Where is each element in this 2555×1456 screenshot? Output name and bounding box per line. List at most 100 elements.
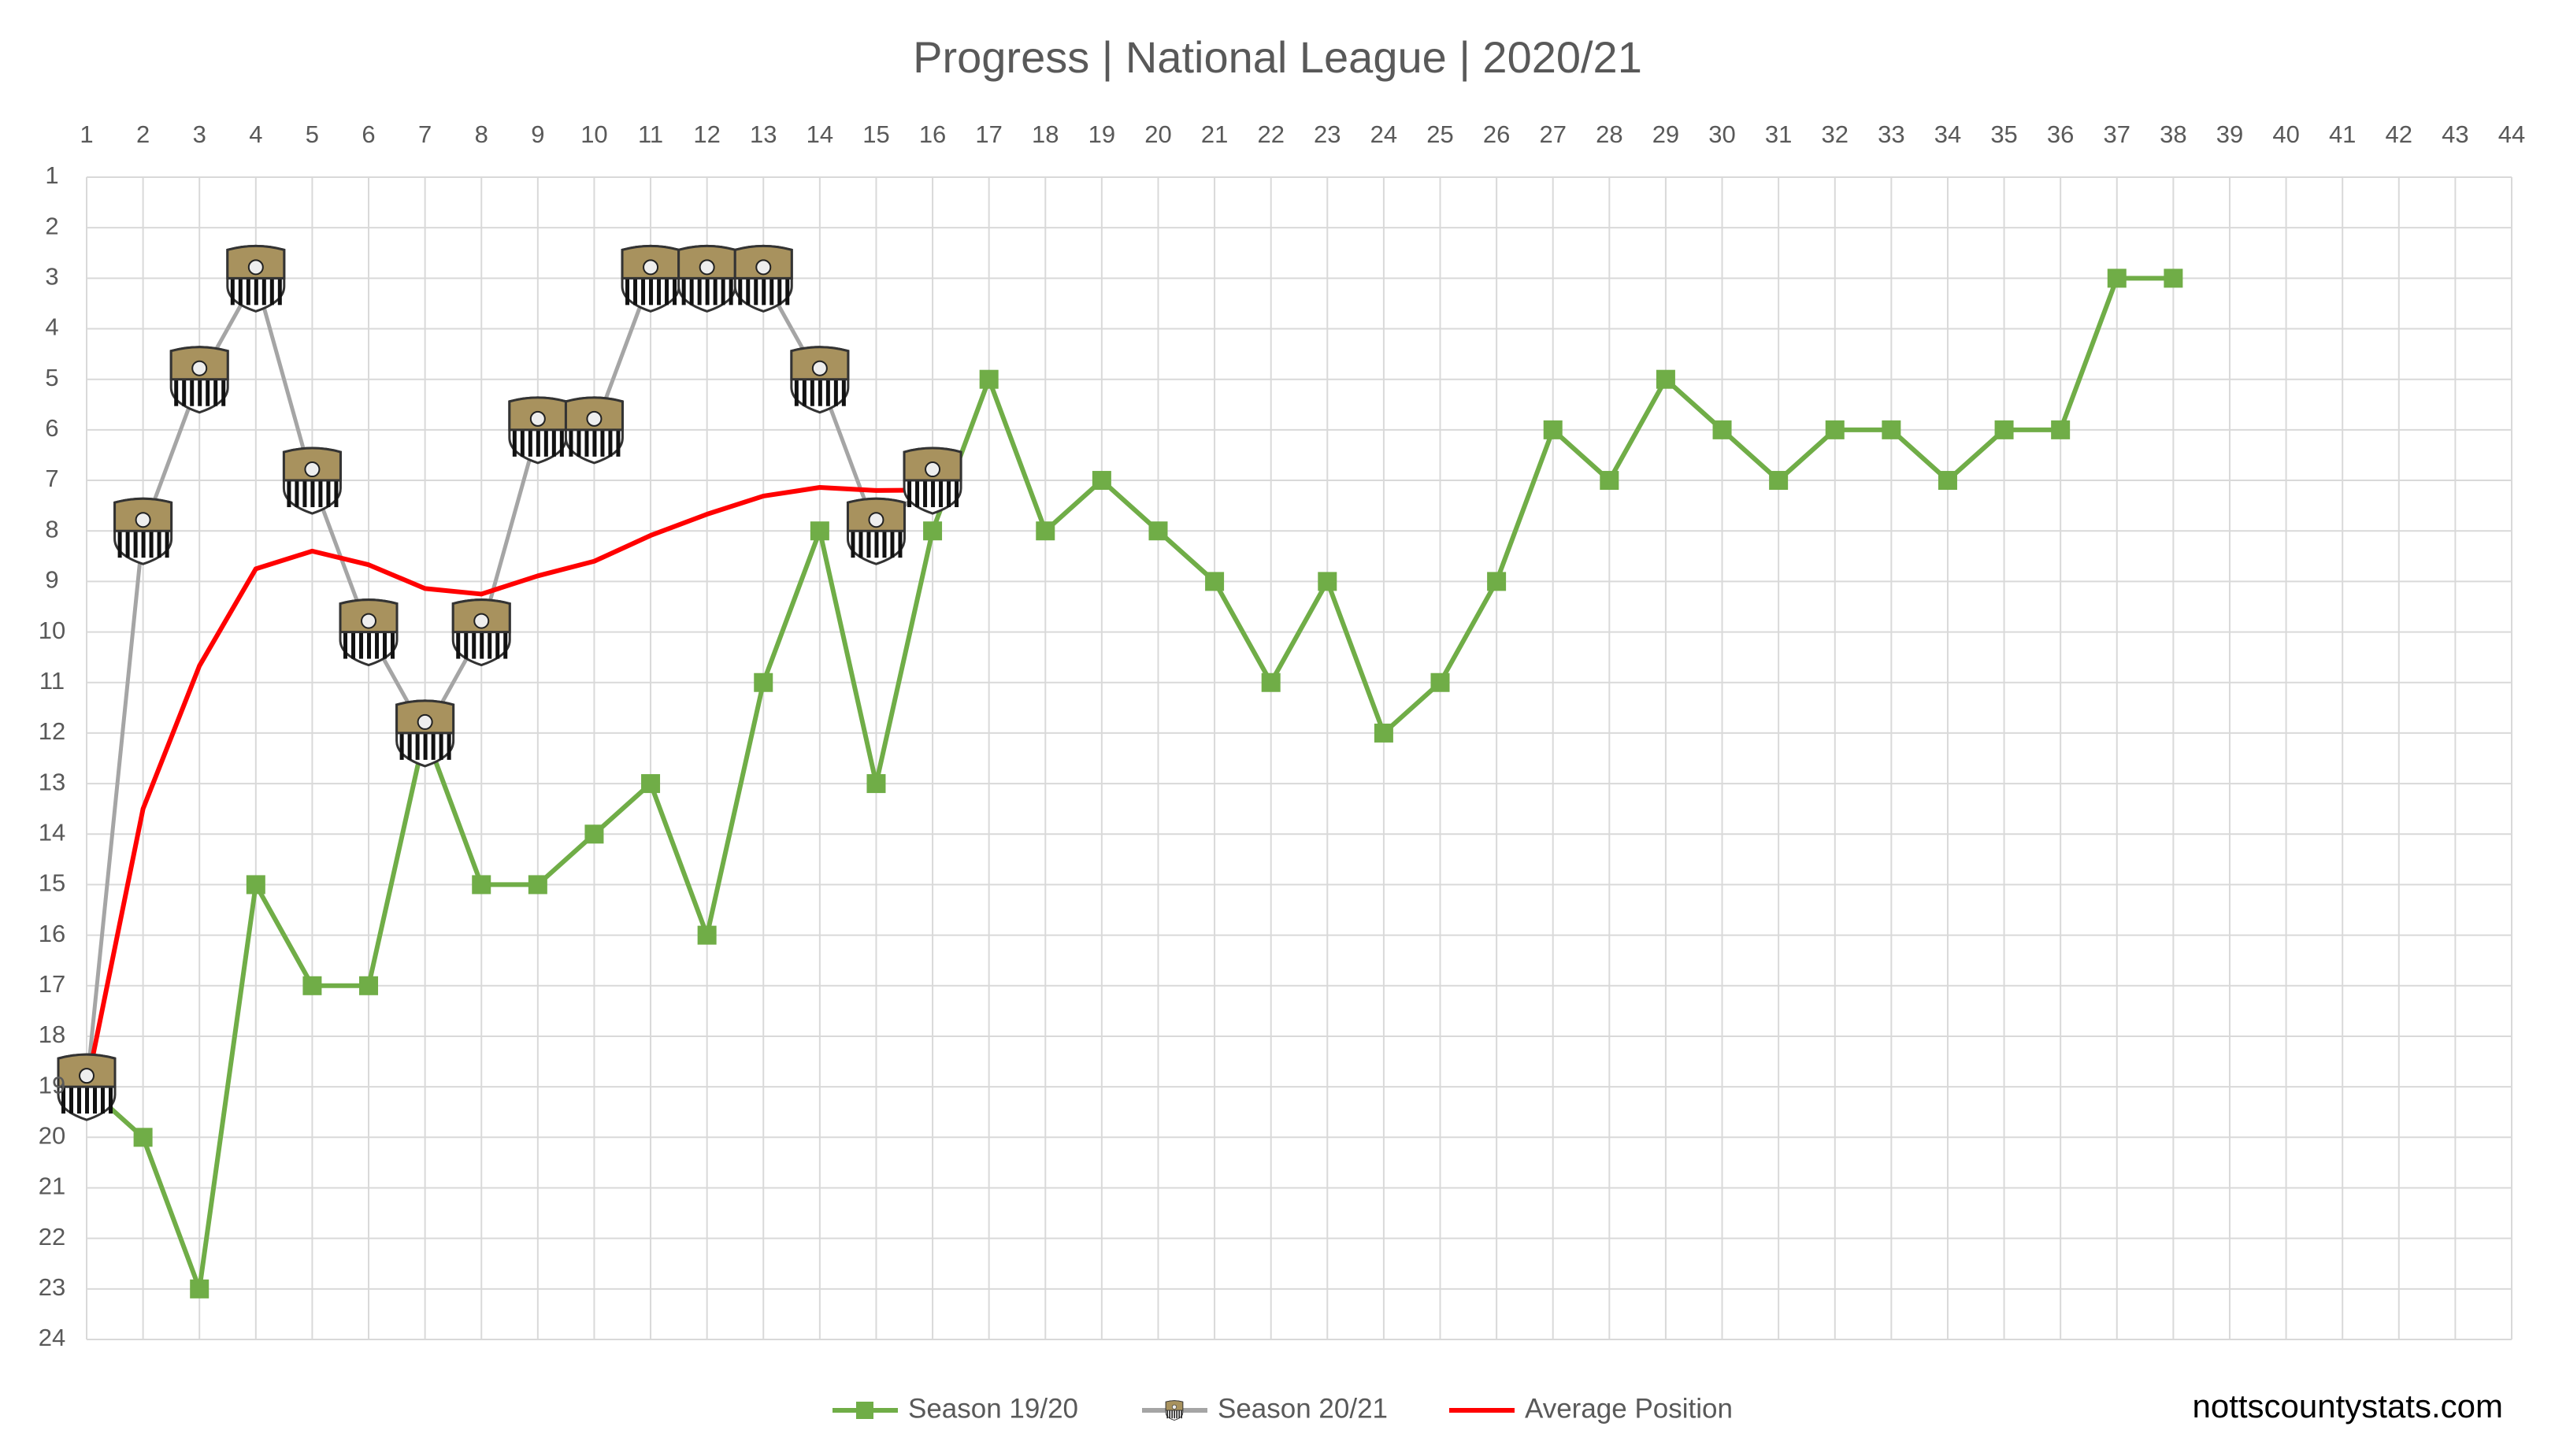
y-tick-label: 2 xyxy=(45,212,58,239)
legend: Season 19/20 Season 20/21 Average Position xyxy=(833,1393,1733,1424)
badge-stripe xyxy=(923,479,928,508)
x-tick-label: 20 xyxy=(1144,120,1171,148)
x-tick-label: 26 xyxy=(1483,120,1510,148)
badge-stripe xyxy=(616,428,621,457)
marker xyxy=(2107,269,2127,288)
badge-stripe xyxy=(592,428,597,457)
badge-marker xyxy=(677,244,737,313)
marker xyxy=(1148,521,1168,541)
badge-emblem xyxy=(811,360,828,376)
badge-stripe xyxy=(955,479,959,508)
badge-stripe xyxy=(810,377,814,406)
badge-emblem xyxy=(586,410,603,427)
badge-stripe xyxy=(874,529,879,558)
badge-stripe xyxy=(334,479,339,508)
x-tick-label: 36 xyxy=(2047,120,2074,148)
badge-stripe xyxy=(351,630,356,659)
badge-stripe xyxy=(520,428,525,457)
legend-marker xyxy=(856,1402,873,1419)
y-tick-label: 5 xyxy=(45,364,58,391)
badge-stripe xyxy=(841,377,846,406)
y-tick-label: 17 xyxy=(39,970,65,998)
badge-stripe xyxy=(61,1085,65,1114)
y-tick-label: 9 xyxy=(45,566,58,594)
badge-stripe xyxy=(1176,1410,1177,1419)
badge-stripe xyxy=(1174,1410,1175,1419)
badge-stripe xyxy=(528,428,532,457)
badge-marker xyxy=(57,1053,117,1121)
badge-emblem xyxy=(925,461,941,478)
badge-stripe xyxy=(673,276,677,306)
badge-stripe xyxy=(480,630,484,659)
badge-stripe xyxy=(882,529,887,558)
marker xyxy=(1205,572,1225,591)
badge-stripe xyxy=(898,529,903,558)
badge-stripe xyxy=(447,731,451,760)
x-tick-label: 41 xyxy=(2329,120,2356,148)
badge-stripe xyxy=(697,276,702,306)
badge-emblem xyxy=(417,713,433,730)
badge-stripe xyxy=(190,377,195,406)
badge-stripe xyxy=(125,529,130,558)
badge-stripe xyxy=(254,276,258,306)
marker xyxy=(1712,420,1732,439)
badge-emblem xyxy=(247,259,264,276)
badge-stripe xyxy=(246,276,250,306)
badge-emblem xyxy=(643,259,659,276)
marker xyxy=(190,1279,210,1299)
marker xyxy=(979,369,999,389)
badge-stripe xyxy=(343,630,348,659)
badge-emblem xyxy=(135,512,151,528)
badge-stripe xyxy=(657,276,662,306)
badge-marker xyxy=(395,699,455,768)
badge-stripe xyxy=(818,377,822,406)
badge-stripe xyxy=(383,630,388,659)
marker xyxy=(1656,369,1675,389)
x-tick-label: 32 xyxy=(1822,120,1849,148)
x-tick-label: 19 xyxy=(1088,120,1115,148)
badge-stripe xyxy=(109,1085,113,1114)
marker xyxy=(246,875,265,895)
badge-stripe xyxy=(182,377,187,406)
y-tick-label: 8 xyxy=(45,515,58,543)
badge-stripe xyxy=(472,630,477,659)
x-tick-label: 28 xyxy=(1596,120,1622,148)
marker xyxy=(472,875,491,895)
badge-stripe xyxy=(777,276,782,306)
badge-stripe xyxy=(133,529,138,558)
badge-stripe xyxy=(367,630,372,659)
legend-label: Average Position xyxy=(1525,1393,1733,1424)
badge-stripe xyxy=(584,428,589,457)
chart-title: Progress | National League | 2020/21 xyxy=(913,32,1642,82)
x-tick-label: 22 xyxy=(1257,120,1284,148)
badge-stripe xyxy=(277,276,282,306)
marker xyxy=(1825,420,1845,439)
marker xyxy=(1092,471,1111,491)
badge-stripe xyxy=(456,630,461,659)
badge-stripe xyxy=(198,377,202,406)
badge-stripe xyxy=(543,428,548,457)
marker xyxy=(641,774,661,794)
y-tick-label: 14 xyxy=(39,818,65,846)
marker xyxy=(1036,521,1055,541)
y-tick-label: 3 xyxy=(45,263,58,291)
badge-stripe xyxy=(746,276,751,306)
x-tick-label: 40 xyxy=(2272,120,2299,148)
marker xyxy=(810,521,829,541)
marker xyxy=(1769,471,1789,491)
marker xyxy=(923,521,943,541)
x-tick-label: 25 xyxy=(1426,120,1453,148)
badge-stripe xyxy=(375,630,380,659)
y-tick-label: 13 xyxy=(39,768,65,795)
badge-stripe xyxy=(713,276,718,306)
badge-emblem xyxy=(361,613,377,629)
marker xyxy=(302,976,322,995)
badge-stripe xyxy=(625,276,630,306)
y-tick-label: 16 xyxy=(39,920,65,947)
y-tick-label: 20 xyxy=(39,1121,65,1149)
badge-stripe xyxy=(69,1085,73,1114)
badge-stripe xyxy=(721,276,725,306)
x-tick-label: 33 xyxy=(1878,120,1904,148)
badge-stripe xyxy=(359,630,364,659)
